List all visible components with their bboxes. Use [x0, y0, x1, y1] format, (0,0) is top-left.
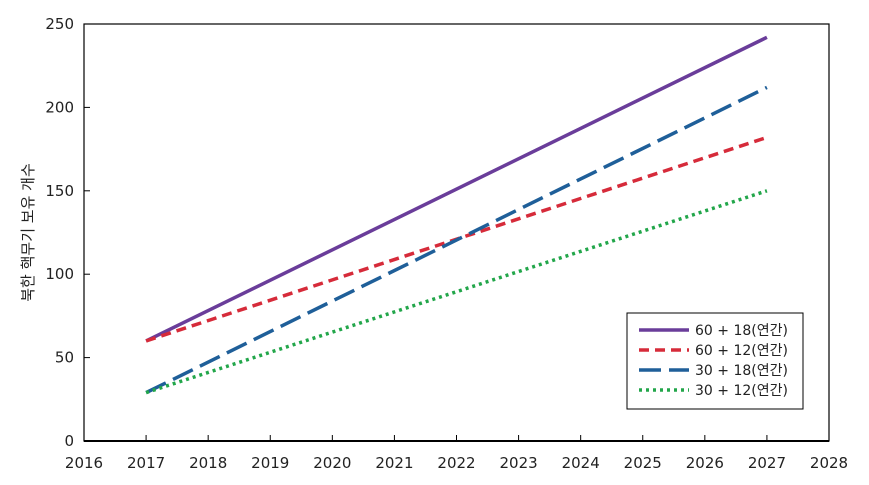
- x-tick-label: 2018: [189, 454, 227, 472]
- legend-label-3: 30 + 18(연간): [695, 363, 788, 379]
- x-tick-label: 2017: [127, 454, 165, 472]
- y-tick-label: 150: [45, 182, 74, 200]
- y-tick-label: 200: [45, 98, 74, 116]
- x-tick-label: 2025: [624, 454, 662, 472]
- y-axis-label-group: 북한 핵무기 보유 개수: [19, 163, 37, 302]
- y-tick-label: 50: [55, 349, 74, 367]
- x-tick-label: 2023: [499, 454, 537, 472]
- x-tick-label: 2026: [686, 454, 724, 472]
- legend: 60 + 18(연간) 60 + 12(연간) 30 + 18(연간) 30 + 12…: [626, 312, 804, 410]
- y-axis-label: 북한 핵무기 보유 개수: [19, 163, 37, 302]
- x-tick-label: 2019: [251, 454, 289, 472]
- series-group: [145, 35, 768, 395]
- x-tick-label: 2022: [437, 454, 475, 472]
- y-tick-label: 0: [64, 432, 74, 450]
- x-tick-label: 2028: [810, 454, 848, 472]
- x-tick-label: 2024: [562, 454, 600, 472]
- x-tick-label: 2021: [375, 454, 413, 472]
- legend-label-4: 30 + 12(연간): [695, 383, 788, 399]
- series-line-3: [145, 85, 768, 395]
- legend-label-2: 60 + 12(연간): [695, 343, 788, 359]
- x-tick-label: 2020: [313, 454, 351, 472]
- x-tick-label: 2016: [65, 454, 103, 472]
- y-tick-label: 250: [45, 15, 74, 33]
- legend-label-1: 60 + 18(연간): [695, 323, 788, 339]
- x-tick-label: 2027: [748, 454, 786, 472]
- series-line-1: [145, 35, 768, 343]
- y-tick-label: 100: [45, 265, 74, 283]
- axis-ticks: 2016 2017 2018 2019 2020 2021 2022 2023 2024 2025…: [45, 15, 848, 472]
